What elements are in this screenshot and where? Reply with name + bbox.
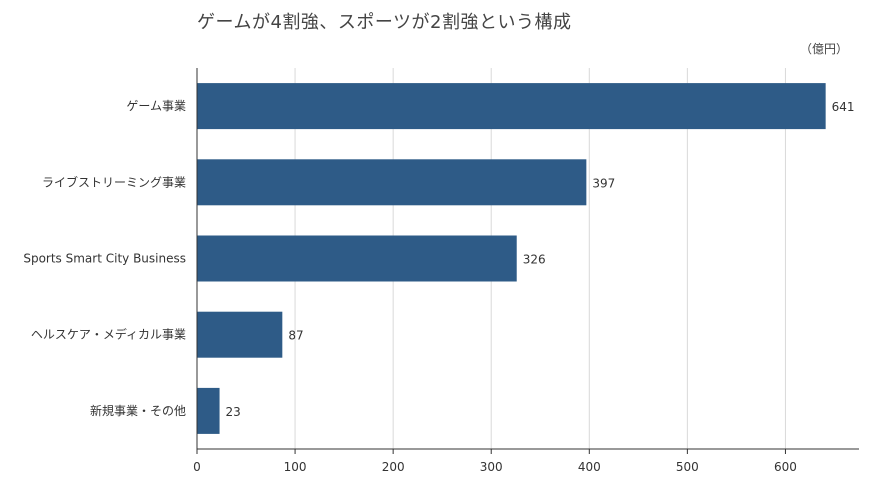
x-tick-label: 100 — [284, 460, 307, 474]
chart-title: ゲームが4割強、スポーツが2割強という構成 — [197, 12, 572, 33]
bar — [197, 83, 826, 130]
data-label: 87 — [288, 329, 303, 343]
data-label: 641 — [832, 100, 855, 114]
unit-label: （億円） — [799, 42, 848, 56]
category-label: ライブストリーミング事業 — [42, 174, 186, 189]
category-label: ヘルスケア・メディカル事業 — [31, 327, 186, 342]
data-label: 326 — [523, 253, 546, 267]
x-tick-label: 500 — [676, 460, 699, 474]
x-tick-label: 600 — [774, 460, 797, 474]
bar — [197, 311, 283, 358]
category-label: 新規事業・その他 — [90, 403, 186, 418]
category-label: Sports Smart City Business — [23, 252, 186, 266]
x-tick-label: 300 — [480, 460, 503, 474]
data-label: 397 — [592, 176, 615, 190]
bar — [197, 387, 220, 434]
bar — [197, 235, 517, 282]
data-label: 23 — [226, 405, 241, 419]
x-tick-label: 0 — [193, 460, 201, 474]
bar — [197, 159, 587, 206]
category-label: ゲーム事業 — [126, 99, 186, 113]
x-tick-label: 400 — [578, 460, 601, 474]
x-tick-label: 200 — [382, 460, 405, 474]
